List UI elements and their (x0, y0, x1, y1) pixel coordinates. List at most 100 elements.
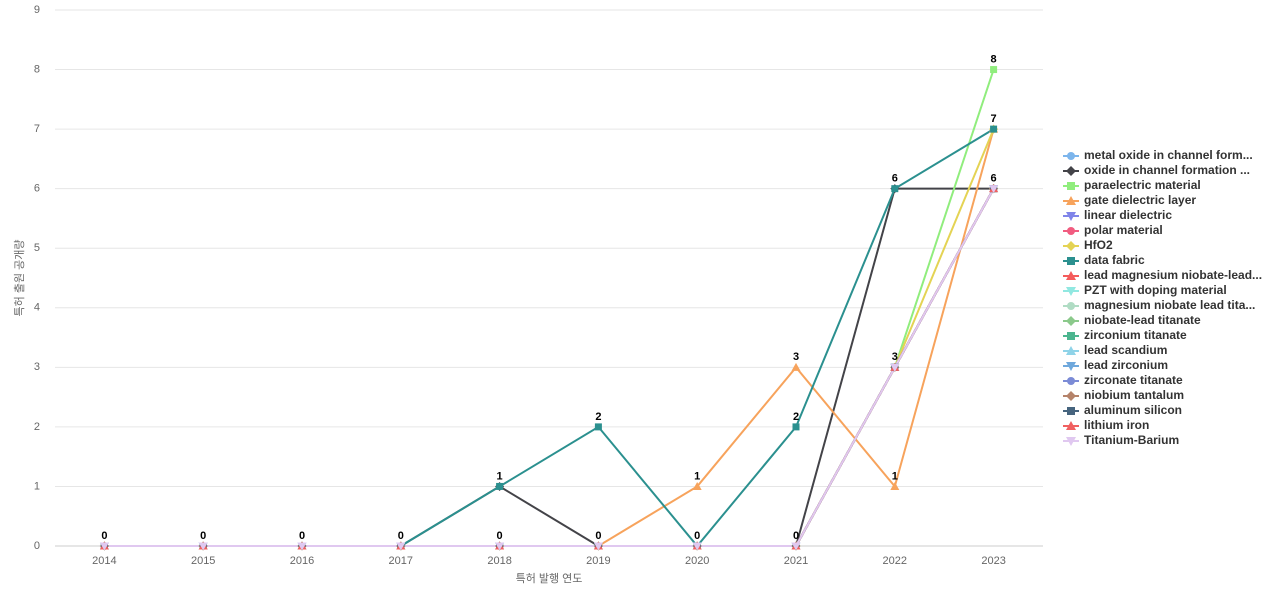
series-line (104, 128, 995, 547)
legend-symbol (1066, 287, 1076, 296)
data-point (593, 542, 603, 551)
x-axis-label: 특허 발행 연도 (516, 572, 583, 585)
series-line (104, 128, 995, 547)
legend-symbol (1067, 332, 1075, 340)
data-label: 0 (299, 530, 305, 542)
legend-label[interactable]: niobium tantalum (1084, 388, 1184, 402)
y-tick-label: 8 (34, 63, 40, 75)
legend-symbol (1066, 437, 1076, 446)
data-point (198, 542, 208, 551)
data-point (99, 542, 109, 551)
x-tick-label: 2020 (685, 555, 709, 567)
legend-symbol (1067, 302, 1075, 310)
legend-symbol (1066, 241, 1076, 251)
legend-symbol (1066, 166, 1076, 176)
legend-symbol (1066, 421, 1076, 430)
data-label: 7 (991, 113, 997, 125)
data-label: 0 (497, 530, 503, 542)
data-point (594, 423, 602, 431)
legend-label[interactable]: polar material (1084, 223, 1163, 237)
data-label: 6 (892, 173, 898, 185)
series-line (104, 128, 995, 548)
data-label: 0 (793, 530, 799, 542)
x-tick-label: 2015 (191, 555, 215, 567)
data-label: 0 (101, 530, 107, 542)
data-label: 1 (892, 470, 898, 482)
legend-symbol (1066, 362, 1076, 371)
legend-symbol (1067, 257, 1075, 265)
x-tick-label: 2022 (883, 555, 907, 567)
y-tick-label: 0 (34, 540, 40, 552)
legend-label[interactable]: Titanium-Barium (1084, 433, 1179, 447)
data-label: 2 (793, 411, 799, 423)
data-point (297, 542, 307, 551)
data-label: 0 (398, 530, 404, 542)
data-label: 3 (793, 351, 799, 363)
legend-label[interactable]: aluminum silicon (1084, 403, 1182, 417)
data-label: 2 (595, 411, 601, 423)
data-point (396, 542, 406, 551)
legend-symbol (1066, 212, 1076, 221)
legend-label[interactable]: oxide in channel formation ... (1084, 163, 1250, 177)
legend-label[interactable]: zirconium titanate (1084, 328, 1187, 342)
legend-symbol (1067, 182, 1075, 190)
legend-symbol (1066, 316, 1076, 326)
data-label: 1 (497, 470, 503, 482)
y-tick-label: 1 (34, 480, 40, 492)
y-tick-label: 3 (34, 361, 40, 373)
legend-symbol (1066, 391, 1076, 401)
legend-label[interactable]: paraelectric material (1084, 178, 1201, 192)
x-tick-label: 2014 (92, 555, 116, 567)
legend-symbol (1067, 227, 1075, 235)
x-tick-label: 2023 (981, 555, 1005, 567)
data-point (990, 66, 998, 74)
legend-label[interactable]: HfO2 (1084, 238, 1113, 252)
legend-label[interactable]: linear dielectric (1084, 208, 1172, 222)
data-point (692, 481, 702, 490)
y-tick-label: 5 (34, 242, 40, 254)
x-tick-label: 2019 (586, 555, 610, 567)
data-point (496, 482, 504, 490)
y-tick-label: 6 (34, 183, 40, 195)
legend-label[interactable]: lead magnesium niobate-lead... (1084, 268, 1262, 282)
data-point (990, 125, 998, 133)
legend-label[interactable]: lead scandium (1084, 343, 1167, 357)
data-point (791, 362, 801, 371)
data-label: 0 (595, 530, 601, 542)
legend-label[interactable]: data fabric (1084, 253, 1145, 267)
legend-label[interactable]: lithium iron (1084, 418, 1149, 432)
legend-label[interactable]: magnesium niobate lead tita... (1084, 298, 1255, 312)
legend-symbol (1066, 346, 1076, 355)
data-point (890, 363, 900, 372)
data-label: 0 (694, 530, 700, 542)
y-tick-label: 9 (34, 4, 40, 16)
data-label: 3 (892, 351, 898, 363)
legend-symbol (1066, 196, 1076, 205)
data-label: 1 (694, 470, 700, 482)
legend-label[interactable]: lead zirconium (1084, 358, 1168, 372)
legend-label[interactable]: PZT with doping material (1084, 283, 1227, 297)
legend-label[interactable]: metal oxide in channel form... (1084, 148, 1253, 162)
legend-label[interactable]: niobate-lead titanate (1084, 313, 1201, 327)
x-tick-label: 2018 (487, 555, 511, 567)
data-point (692, 542, 702, 551)
data-label: 8 (991, 53, 997, 65)
y-tick-label: 7 (34, 123, 40, 135)
y-tick-label: 2 (34, 421, 40, 433)
data-point (989, 185, 999, 194)
legend-symbol (1067, 377, 1075, 385)
legend-label[interactable]: gate dielectric layer (1084, 193, 1196, 207)
x-tick-label: 2017 (389, 555, 413, 567)
data-point (792, 423, 800, 431)
legend-symbol (1067, 152, 1075, 160)
data-point (495, 542, 505, 551)
y-axis-label: 특허 출원 공개량 (13, 240, 26, 317)
data-point (890, 481, 900, 490)
y-tick-label: 4 (34, 302, 40, 314)
legend-symbol (1067, 407, 1075, 415)
data-point (791, 542, 801, 551)
series-line (104, 188, 995, 547)
legend-label[interactable]: zirconate titanate (1084, 373, 1183, 387)
legend-symbol (1066, 271, 1076, 280)
